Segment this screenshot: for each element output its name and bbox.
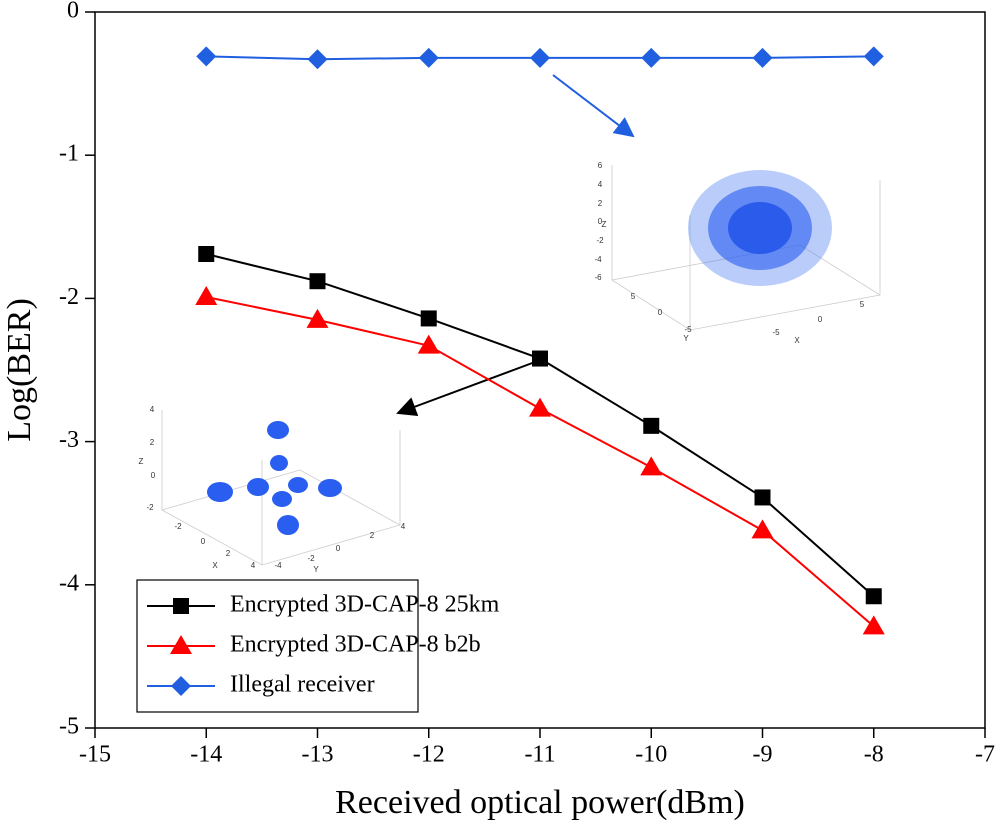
inset-label: 0 bbox=[818, 315, 823, 324]
inset-label: -5 bbox=[772, 328, 780, 337]
inset-label: -4 bbox=[274, 561, 282, 570]
y-tick-label: -4 bbox=[59, 570, 79, 596]
marker bbox=[173, 598, 189, 614]
marker bbox=[420, 310, 437, 327]
legend-label: Encrypted 3D-CAP-8 b2b bbox=[230, 632, 481, 658]
inset-label: -4 bbox=[594, 255, 602, 264]
inset-label: -5 bbox=[684, 325, 692, 334]
marker bbox=[198, 246, 215, 263]
series-line bbox=[206, 253, 875, 598]
legend-label: Illegal receiver bbox=[230, 672, 375, 698]
inset-label: X bbox=[212, 561, 218, 570]
inset-label: 2 bbox=[370, 531, 375, 540]
y-tick-label: -2 bbox=[59, 284, 79, 310]
marker bbox=[307, 49, 328, 70]
inset-label: -2 bbox=[307, 554, 315, 563]
inset-label: 2 bbox=[150, 438, 155, 447]
x-tick-label: -14 bbox=[190, 742, 222, 768]
x-tick-label: -11 bbox=[524, 742, 555, 768]
inset-label: Z bbox=[602, 220, 607, 229]
x-tick-label: -13 bbox=[302, 742, 334, 768]
marker bbox=[170, 635, 192, 654]
y-tick-label: 0 bbox=[67, 0, 79, 24]
inset-constellation bbox=[161, 410, 401, 566]
inset-label: 4 bbox=[401, 522, 406, 531]
marker bbox=[196, 46, 217, 67]
x-axis-label: Received optical power(dBm) bbox=[335, 784, 745, 821]
y-tick-label: -5 bbox=[59, 714, 79, 740]
marker bbox=[863, 46, 884, 67]
inset-label: 4 bbox=[150, 405, 155, 414]
inset-label: 2 bbox=[226, 549, 231, 558]
marker bbox=[529, 397, 551, 417]
legend-label: Encrypted 3D-CAP-8 25km bbox=[230, 592, 500, 618]
inset-label: 2 bbox=[598, 199, 603, 208]
inset-label: 0 bbox=[658, 308, 663, 317]
marker bbox=[530, 47, 550, 68]
inset-label: 0 bbox=[201, 537, 206, 546]
inset-label: 4 bbox=[251, 561, 256, 570]
marker bbox=[751, 519, 774, 539]
inset-label: 0 bbox=[598, 217, 603, 226]
inset-label: Y bbox=[313, 565, 319, 574]
inset-label: -2 bbox=[146, 503, 154, 512]
inset-illegal bbox=[611, 165, 881, 331]
y-tick-label: -3 bbox=[59, 427, 79, 453]
inset-label: 5 bbox=[860, 300, 865, 309]
marker bbox=[641, 47, 662, 68]
inset-label: Z bbox=[139, 457, 144, 466]
inset-label: 6 bbox=[598, 161, 603, 170]
marker bbox=[195, 285, 218, 305]
marker bbox=[754, 489, 771, 506]
marker bbox=[640, 456, 663, 476]
inset-label: Y bbox=[683, 334, 689, 343]
x-tick-label: -8 bbox=[864, 742, 884, 768]
marker bbox=[862, 615, 885, 635]
y-tick-label: -1 bbox=[59, 141, 79, 167]
inset-label: 0 bbox=[151, 471, 156, 480]
marker bbox=[532, 350, 548, 367]
inset-label: 0 bbox=[336, 544, 341, 553]
x-tick-label: -7 bbox=[975, 742, 995, 768]
marker bbox=[643, 417, 660, 434]
y-axis-label: Log(BER) bbox=[1, 298, 38, 442]
inset-label: -2 bbox=[174, 522, 182, 531]
inset-label: X bbox=[794, 336, 800, 345]
inset-label: 4 bbox=[598, 180, 603, 189]
annotation-arrow bbox=[552, 74, 635, 138]
marker bbox=[309, 273, 326, 290]
series-line bbox=[206, 295, 875, 628]
annotation-arrow bbox=[396, 361, 536, 417]
marker bbox=[418, 47, 439, 68]
marker bbox=[171, 676, 191, 696]
x-tick-label: -12 bbox=[413, 742, 445, 768]
inset-label: 5 bbox=[631, 292, 636, 301]
x-tick-label: -9 bbox=[753, 742, 773, 768]
marker bbox=[417, 334, 440, 354]
x-tick-label: -10 bbox=[635, 742, 667, 768]
inset-label: -6 bbox=[594, 273, 602, 282]
marker bbox=[865, 588, 882, 605]
marker bbox=[306, 308, 329, 328]
inset-label: -2 bbox=[596, 236, 604, 245]
x-tick-label: -15 bbox=[79, 742, 111, 768]
marker bbox=[752, 47, 773, 68]
